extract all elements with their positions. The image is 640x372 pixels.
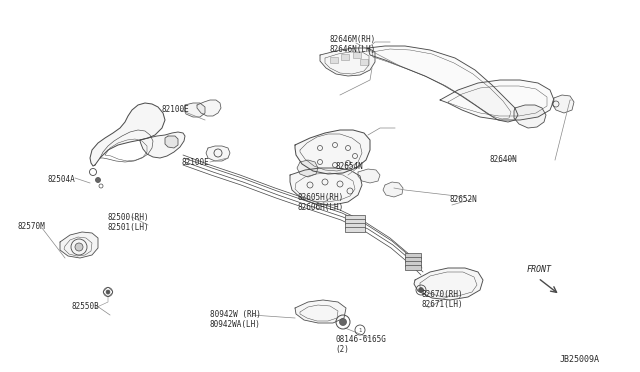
Bar bbox=[353, 52, 361, 58]
Polygon shape bbox=[90, 103, 165, 166]
Bar bbox=[405, 265, 421, 270]
Polygon shape bbox=[358, 169, 380, 183]
Text: 82646M(RH)
82646N(LH): 82646M(RH) 82646N(LH) bbox=[330, 35, 376, 54]
Circle shape bbox=[95, 177, 100, 183]
Bar bbox=[345, 219, 365, 224]
Bar bbox=[345, 223, 365, 228]
Circle shape bbox=[419, 288, 424, 292]
Text: FRONT: FRONT bbox=[527, 265, 552, 274]
Text: 1: 1 bbox=[358, 327, 362, 333]
Polygon shape bbox=[140, 132, 185, 158]
Polygon shape bbox=[184, 103, 205, 117]
Text: 82550B: 82550B bbox=[72, 302, 100, 311]
Polygon shape bbox=[206, 146, 230, 161]
Text: JB25009A: JB25009A bbox=[560, 355, 600, 364]
Polygon shape bbox=[297, 160, 318, 177]
Bar bbox=[360, 59, 368, 65]
Bar bbox=[345, 215, 365, 220]
Polygon shape bbox=[552, 95, 574, 113]
Polygon shape bbox=[60, 232, 98, 258]
Text: 82100E: 82100E bbox=[182, 158, 210, 167]
Circle shape bbox=[75, 243, 83, 251]
Bar bbox=[405, 261, 421, 266]
Polygon shape bbox=[290, 168, 362, 205]
Bar bbox=[345, 227, 365, 232]
Text: 82504A: 82504A bbox=[48, 175, 76, 184]
Text: 82500(RH)
82501(LH): 82500(RH) 82501(LH) bbox=[108, 213, 150, 232]
Polygon shape bbox=[197, 100, 221, 116]
Polygon shape bbox=[414, 268, 483, 300]
Polygon shape bbox=[440, 80, 554, 120]
Text: 82654N: 82654N bbox=[335, 162, 363, 171]
Text: 82570M: 82570M bbox=[18, 222, 45, 231]
Circle shape bbox=[339, 318, 346, 326]
Polygon shape bbox=[165, 136, 178, 148]
Polygon shape bbox=[295, 300, 346, 323]
Polygon shape bbox=[295, 130, 370, 174]
Polygon shape bbox=[514, 105, 546, 128]
Text: 82605H(RH)
82606H(LH): 82605H(RH) 82606H(LH) bbox=[298, 193, 344, 212]
Text: 82670(RH)
82671(LH): 82670(RH) 82671(LH) bbox=[422, 290, 463, 310]
Text: 82652N: 82652N bbox=[450, 195, 477, 204]
Text: 82640N: 82640N bbox=[490, 155, 518, 164]
Bar bbox=[341, 54, 349, 60]
Polygon shape bbox=[368, 46, 518, 122]
Polygon shape bbox=[383, 182, 403, 197]
Bar bbox=[405, 253, 421, 258]
Text: 08146-6165G
(2): 08146-6165G (2) bbox=[335, 335, 386, 355]
Bar bbox=[330, 57, 338, 63]
Text: 80942W (RH)
80942WA(LH): 80942W (RH) 80942WA(LH) bbox=[210, 310, 261, 329]
Bar bbox=[405, 257, 421, 262]
Text: 82100E: 82100E bbox=[162, 105, 189, 114]
Polygon shape bbox=[320, 48, 375, 76]
Circle shape bbox=[106, 290, 110, 294]
